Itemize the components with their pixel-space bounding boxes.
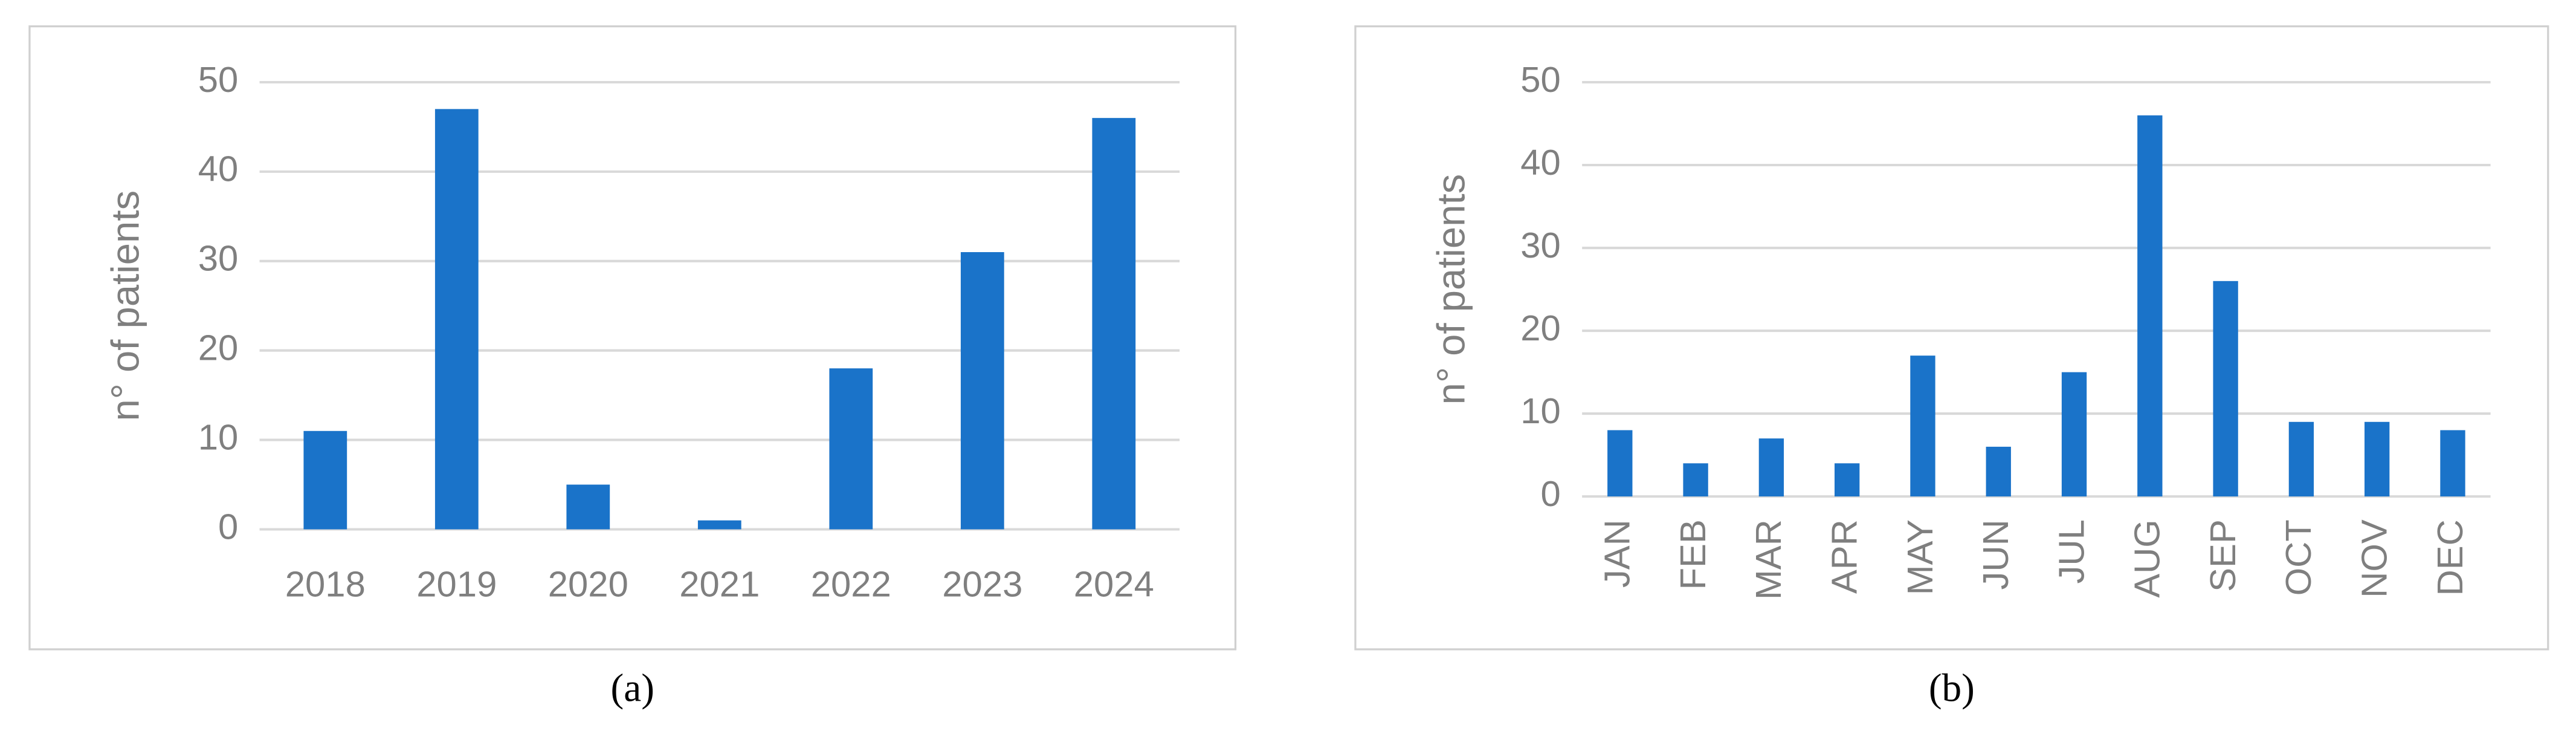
- y-tick-label: 30: [198, 238, 239, 279]
- y-axis-label: n° of patients: [103, 190, 147, 421]
- y-tick-label: 20: [198, 327, 239, 368]
- x-tick-label: JAN: [1597, 519, 1638, 588]
- bar: [829, 368, 873, 530]
- bar: [960, 252, 1004, 530]
- x-tick-label: NOV: [2354, 519, 2394, 598]
- x-tick-label: 2023: [942, 563, 1022, 604]
- x-tick-label: 2022: [811, 563, 891, 604]
- y-tick-label: 20: [1520, 308, 1561, 348]
- y-tick-label: 0: [218, 506, 238, 547]
- bar: [1683, 463, 1708, 497]
- bar: [2213, 281, 2238, 497]
- bar: [1758, 438, 1784, 497]
- x-tick-label: OCT: [2278, 519, 2319, 596]
- chart-frame: [28, 25, 1237, 651]
- bar: [303, 430, 347, 530]
- bar: [697, 520, 741, 530]
- y-tick-label: 10: [1520, 391, 1561, 431]
- bar: [2440, 430, 2465, 497]
- x-tick-label: AUG: [2127, 519, 2168, 598]
- x-tick-label: 2019: [416, 563, 497, 604]
- bar: [2061, 372, 2087, 497]
- y-tick-label: 30: [1520, 225, 1561, 265]
- x-tick-label: DEC: [2430, 519, 2470, 596]
- caption: (a): [611, 667, 654, 710]
- bar: [566, 484, 610, 530]
- bar: [2137, 115, 2163, 497]
- y-axis-label: n° of patients: [1428, 174, 1473, 405]
- bar: [1834, 463, 1860, 497]
- bar: [2365, 421, 2390, 497]
- x-tick-label: 2024: [1074, 563, 1154, 604]
- x-tick-label: 2021: [679, 563, 760, 604]
- bar: [1986, 446, 2011, 497]
- y-tick-label: 50: [1520, 59, 1561, 100]
- x-tick-label: FEB: [1673, 519, 1713, 589]
- bar: [1092, 118, 1136, 530]
- y-tick-label: 40: [1520, 142, 1561, 183]
- chart-frame: [1354, 25, 2549, 651]
- bar: [2288, 421, 2314, 497]
- x-tick-label: 2020: [548, 563, 628, 604]
- x-tick-label: 2018: [285, 563, 366, 604]
- y-tick-label: 10: [198, 417, 239, 457]
- x-tick-label: JUN: [1975, 519, 2016, 589]
- bar: [1607, 430, 1633, 497]
- x-tick-label: JUL: [2051, 519, 2091, 583]
- y-tick-label: 50: [198, 59, 239, 100]
- x-tick-label: MAR: [1748, 519, 1789, 600]
- y-tick-label: 0: [1541, 473, 1561, 514]
- bar: [434, 109, 479, 530]
- x-tick-label: SEP: [2203, 519, 2243, 592]
- y-tick-label: 40: [198, 149, 239, 189]
- x-tick-label: MAY: [1900, 519, 1940, 595]
- x-tick-label: APR: [1824, 519, 1864, 594]
- caption: (b): [1929, 667, 1975, 710]
- bar: [1910, 356, 1935, 497]
